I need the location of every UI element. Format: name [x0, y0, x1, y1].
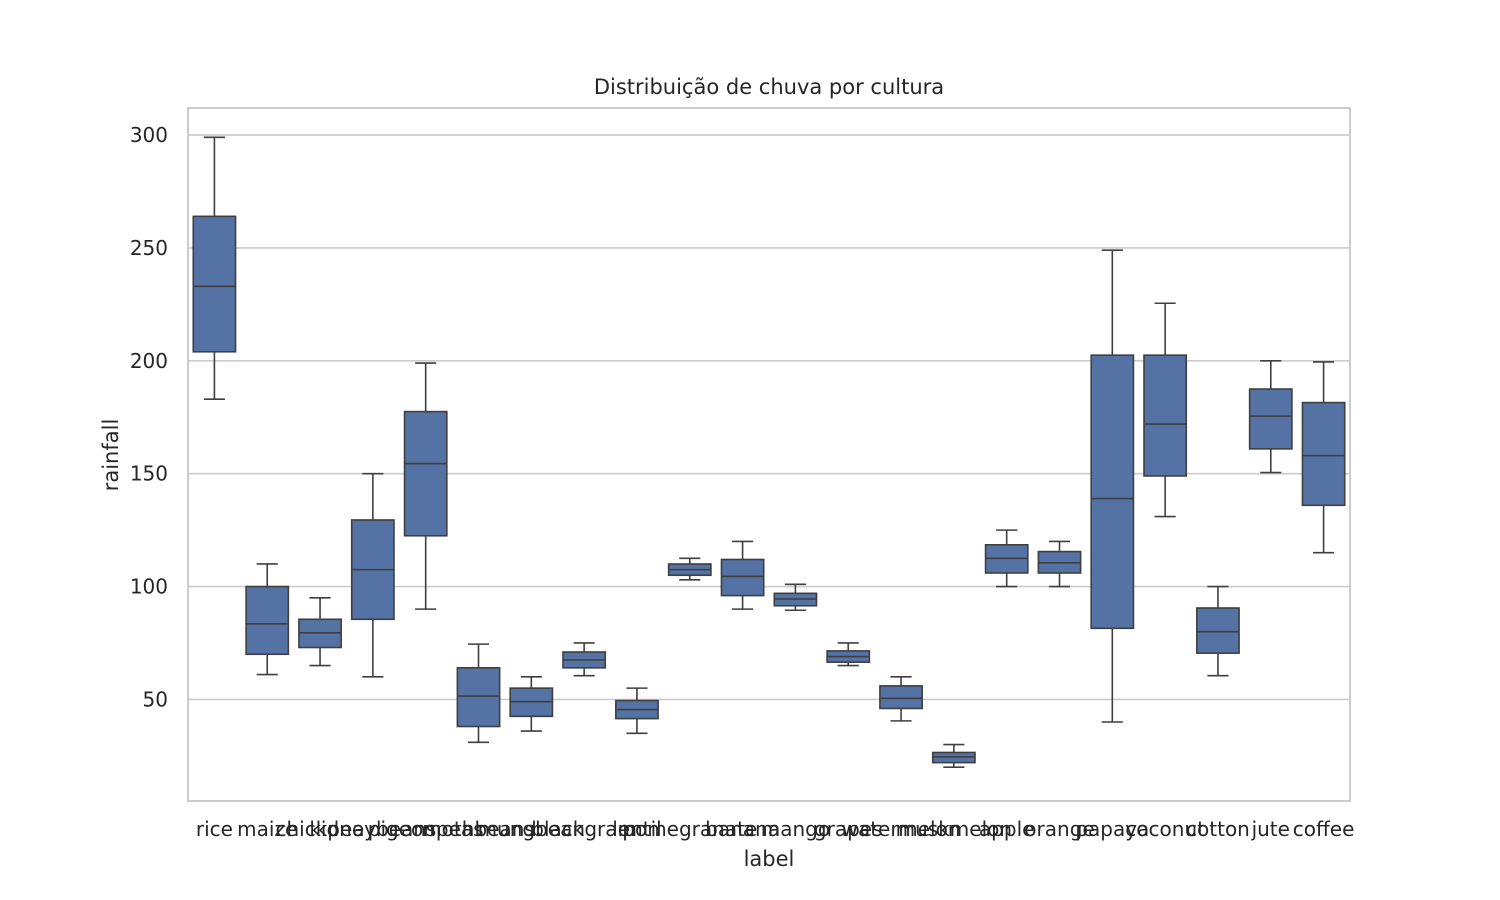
x-tick-label: coffee: [1293, 817, 1355, 841]
box-rice: [192, 136, 237, 400]
iqr-box: [192, 215, 237, 353]
iqr-box: [879, 685, 923, 710]
box-pomegranate: [667, 557, 712, 581]
plot-frame: [187, 107, 1351, 802]
box-muskmelon: [931, 743, 976, 768]
y-tick-label: 50: [143, 687, 168, 711]
x-tick-label: apple: [979, 817, 1035, 841]
x-tick-label: coconut: [1125, 817, 1205, 841]
iqr-box: [1301, 401, 1346, 507]
iqr-box: [245, 585, 290, 656]
iqr-box: [1143, 354, 1188, 477]
box-coconut: [1143, 302, 1188, 518]
x-tick-label: pigeonpeas: [368, 817, 484, 841]
x-tick-labels: rice maizechickpeakidneybeanspigeonpeasmo…: [196, 817, 1355, 841]
box-kidneybeans: [350, 472, 395, 678]
box-mungbean: [509, 676, 554, 732]
box-jute: [1248, 360, 1293, 474]
x-tick-label: papaya: [1075, 817, 1149, 841]
iqr-box: [720, 558, 765, 597]
box-maize: [245, 563, 290, 676]
x-tick-label: muskmelon: [896, 817, 1012, 841]
iqr-box: [1248, 388, 1293, 450]
box-series: [192, 136, 1346, 768]
y-tick-label: 250: [130, 236, 168, 260]
x-tick-label: mungbean: [478, 817, 585, 841]
box-apple: [984, 529, 1029, 588]
y-axis-label: rainfall: [99, 419, 123, 492]
x-tick-label: blackgram: [531, 817, 637, 841]
box-chickpea: [298, 597, 342, 667]
y-tick-label: 300: [130, 123, 168, 147]
x-tick-label: chickpea: [276, 817, 365, 841]
chart-title: Distribuição de chuva por cultura: [594, 75, 944, 99]
x-tick-label: grapes: [814, 817, 883, 841]
x-tick-label: rice: [196, 817, 233, 841]
y-tick-label: 200: [130, 349, 168, 373]
box-mothbeans: [456, 643, 501, 744]
box-blackgram: [562, 642, 607, 677]
x-tick-label: pomegranate: [622, 817, 757, 841]
x-tick-label: lentil: [612, 817, 662, 841]
x-tick-label: jute: [1251, 817, 1290, 841]
box-watermelon: [879, 676, 923, 722]
box-pigeonpeas: [403, 362, 448, 610]
box-coffee: [1301, 361, 1346, 554]
box-cotton: [1196, 585, 1240, 677]
x-tick-label: orange: [1024, 817, 1094, 841]
iqr-box: [1196, 607, 1240, 654]
x-tick-label: watermelon: [842, 817, 961, 841]
box-papaya: [1090, 249, 1135, 723]
iqr-box: [1090, 354, 1135, 630]
iqr-box: [403, 410, 448, 537]
x-tick-label: maize: [237, 817, 297, 841]
x-tick-label: mothbeans: [422, 817, 535, 841]
y-tick-labels: 50 100 150 200 250 300: [130, 123, 168, 711]
x-axis-label: label: [744, 847, 795, 871]
box-grapes: [826, 642, 871, 667]
x-tick-label: banana: [705, 817, 780, 841]
x-tick-label: cotton: [1186, 817, 1250, 841]
x-tick-label: mango: [761, 817, 830, 841]
x-tick-label: kidneybeans: [309, 817, 436, 841]
iqr-box: [456, 667, 501, 728]
box-orange: [1037, 540, 1082, 588]
y-tick-label: 100: [130, 575, 168, 599]
box-mango: [773, 583, 818, 612]
box-banana: [720, 540, 765, 610]
y-tick-label: 150: [130, 462, 168, 486]
box-lentil: [615, 687, 659, 735]
